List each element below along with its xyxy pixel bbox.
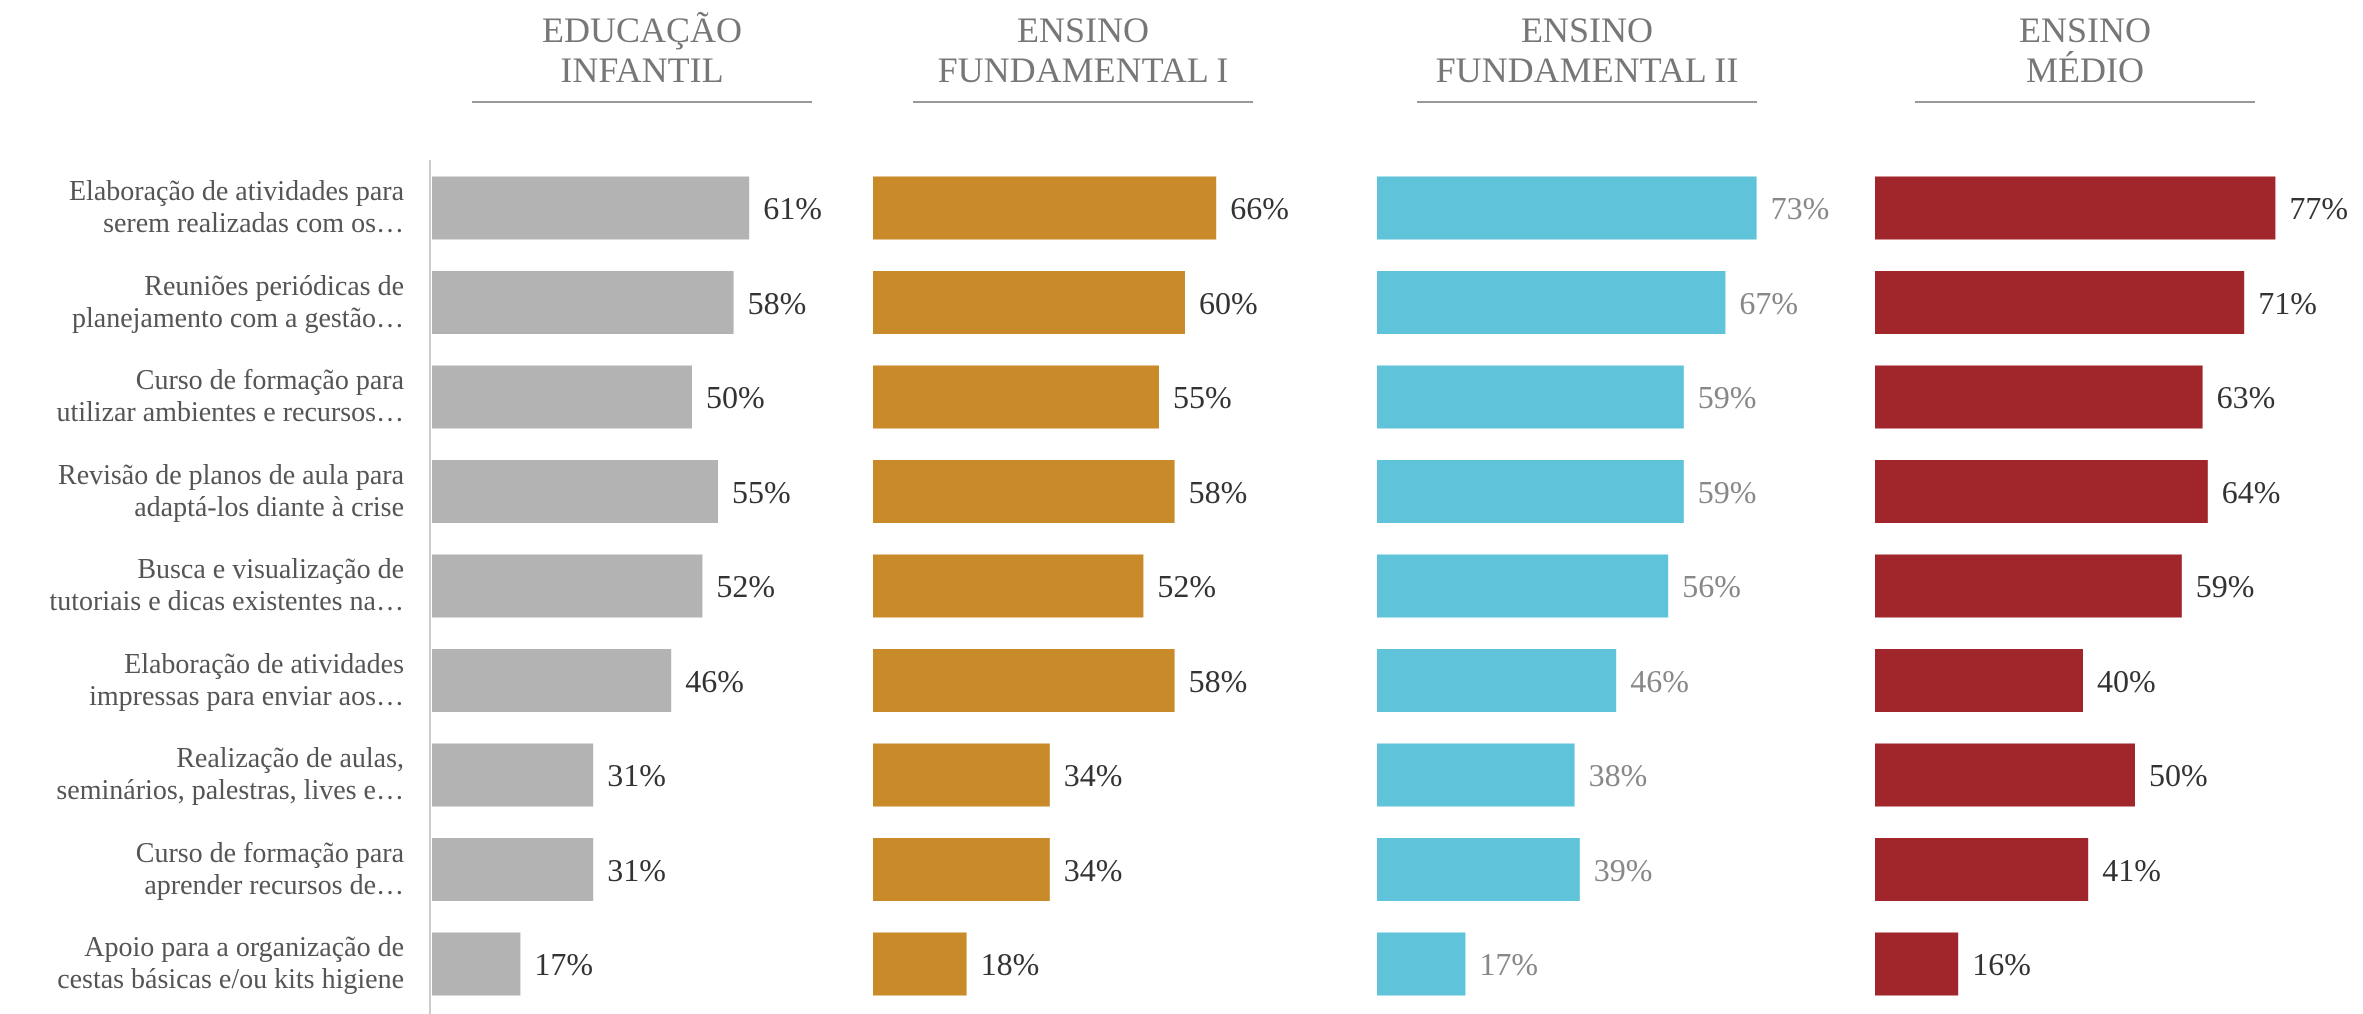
panel-title: ENSINO MÉDIO [2019,10,2151,90]
value-label: 59% [1697,379,1757,415]
bar [873,838,1050,901]
value-label: 50% [706,379,765,415]
value-label: 34% [1063,851,1123,888]
bar [1377,365,1684,429]
bar [432,554,703,618]
value-label: 67% [1739,284,1799,321]
bar [873,743,1050,807]
value-label: 34% [1063,757,1123,793]
bar [1875,649,2083,712]
bar [1875,932,1959,996]
value-label: 17% [534,946,594,982]
value-label: 55% [732,473,791,510]
bar [1377,932,1466,996]
value-label: 46% [685,662,744,699]
value-label: 60% [1199,284,1258,321]
value-label: 58% [1188,473,1248,510]
bar [432,271,734,334]
bar [1377,176,1757,240]
value-label: 71% [2258,284,2317,321]
bar [1875,743,2135,807]
bar [873,460,1175,523]
value-label: 46% [1630,662,1689,699]
bar [432,743,594,807]
value-label: 50% [2149,757,2208,793]
value-label: 56% [1682,568,1741,604]
value-label: 77% [2289,190,2349,226]
bar [873,365,1159,429]
bar [873,649,1175,712]
bar [432,460,718,523]
bar [432,176,750,240]
value-label: 63% [2216,379,2276,415]
bar [432,649,672,712]
category-label: Reuniões periódicas de planejamento com … [72,270,404,334]
value-label: 64% [2221,473,2281,510]
bar [1875,271,2245,334]
value-label: 17% [1479,946,1539,982]
value-label: 55% [1173,379,1232,415]
bar [873,554,1144,618]
value-label: 39% [1593,851,1653,888]
value-label: 16% [1972,946,2031,982]
bar [432,365,692,429]
bar [1377,743,1575,807]
value-label: 59% [2195,568,2255,604]
value-label: 52% [716,568,776,604]
panel-title: ENSINO FUNDAMENTAL I [937,10,1229,90]
value-label: 73% [1770,190,1830,226]
value-label: 66% [1230,190,1289,226]
bar [1377,271,1726,334]
category-label: Realização de aulas, seminários, palestr… [56,743,404,806]
category-label: Revisão de planos de aula para adaptá-lo… [58,459,404,523]
value-label: 41% [2102,851,2161,888]
value-label: 40% [2097,662,2156,699]
value-label: 52% [1157,568,1217,604]
category-label: Elaboração de atividades para serem real… [68,176,404,239]
category-label: Curso de formação para aprender recursos… [135,837,404,901]
panel-title: EDUCAÇÃO INFANTIL [541,10,742,90]
bar [1875,460,2208,523]
value-label: 18% [980,946,1040,982]
category-label: Apoio para a organização de cestas básic… [57,932,404,995]
bar [1377,838,1580,901]
value-label: 31% [607,757,666,793]
panel-title: ENSINO FUNDAMENTAL II [1435,10,1739,90]
bar [1875,365,2203,429]
bar [1377,554,1669,618]
bar [873,176,1217,240]
value-label: 61% [763,190,822,226]
bar [1875,554,2182,618]
category-label: Busca e visualização de tutoriais e dica… [49,554,404,617]
bar [432,932,521,996]
bar [873,932,967,996]
value-label: 59% [1697,473,1757,510]
bar [1875,176,2276,240]
category-label: Elaboração de atividades impressas para … [89,648,404,712]
bar [432,838,594,901]
value-label: 31% [607,851,666,888]
value-label: 58% [747,284,807,321]
bar [1377,649,1617,712]
bar [1875,838,2089,901]
value-label: 38% [1588,757,1648,793]
bar [1377,460,1684,523]
category-label: Curso de formação para utilizar ambiente… [56,365,404,428]
bar [873,271,1185,334]
value-label: 58% [1188,662,1248,699]
